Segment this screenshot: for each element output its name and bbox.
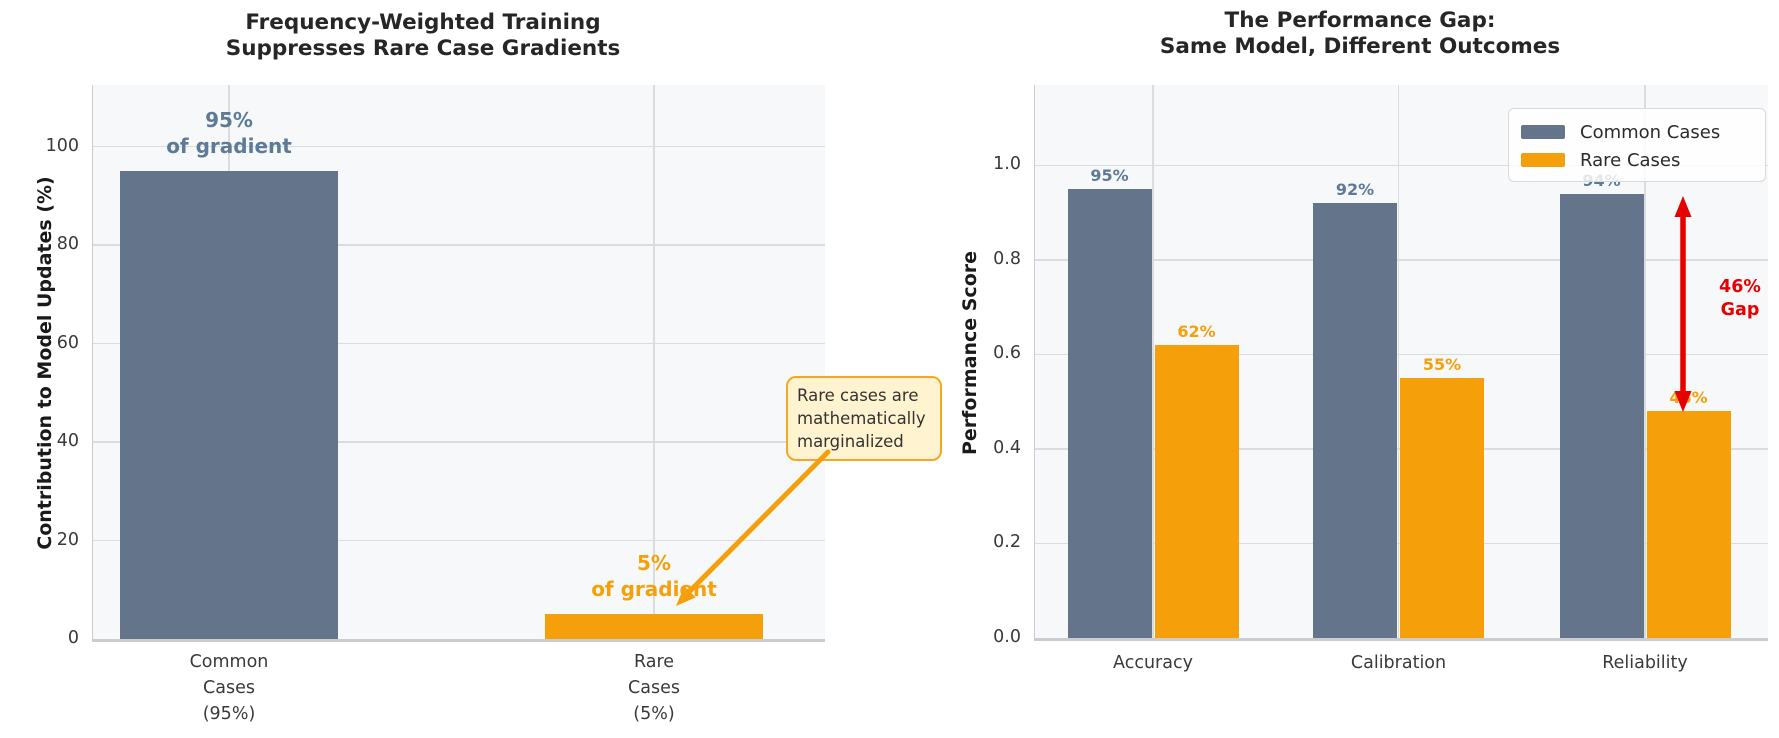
- legend-item-common-cases: Common Cases: [1521, 118, 1753, 146]
- y-tick-label: 20: [56, 529, 79, 550]
- bar: [1154, 344, 1239, 638]
- legend: Common Cases Rare Cases: [1508, 108, 1766, 182]
- gridline-h: [93, 441, 825, 443]
- gridline-h: [93, 145, 825, 148]
- y-tick-label: 40: [56, 431, 79, 452]
- left-y-axis-label: Contribution to Model Updates (%): [34, 176, 56, 550]
- bottom-axis-spine: [1033, 638, 1768, 641]
- x-tick-label: Common Cases (95%): [189, 652, 269, 724]
- y-tick-label: 0.0: [993, 627, 1021, 647]
- bar-value-label: 95% of gradient: [166, 108, 292, 159]
- left-axis-spine: [1033, 85, 1035, 638]
- right-y-axis-label: Performance Score: [959, 250, 981, 456]
- y-tick-label: 0.8: [993, 248, 1021, 269]
- gridline-h: [93, 539, 825, 542]
- x-tick-label: Accuracy: [1113, 653, 1193, 673]
- gridline-h: [1035, 353, 1768, 356]
- legend-item-rare-cases: Rare Cases: [1521, 146, 1753, 174]
- callout-box: Rare cases are mathematically marginaliz…: [786, 376, 942, 461]
- x-tick-label: Rare Cases (5%): [628, 652, 680, 724]
- y-tick-label: 60: [56, 332, 79, 353]
- bar: [120, 171, 338, 639]
- bar: [1559, 193, 1644, 638]
- right-chart-title: The Performance Gap: Same Model, Differe…: [1159, 8, 1561, 59]
- gridline-h: [93, 342, 825, 345]
- gridline-h: [1035, 259, 1768, 261]
- gridline-v: [1397, 85, 1400, 638]
- gridline-v: [1152, 85, 1154, 638]
- bar-value-label: 5% of gradient: [591, 551, 717, 602]
- legend-label-rare-cases: Rare Cases: [1580, 149, 1681, 171]
- y-tick-label: 0.4: [993, 437, 1021, 458]
- y-tick-label: 0.2: [993, 532, 1021, 553]
- bar: [1313, 203, 1397, 638]
- legend-swatch-rare-cases: [1521, 153, 1565, 167]
- y-tick-label: 0.6: [993, 343, 1021, 364]
- x-tick-label: Reliability: [1602, 653, 1688, 673]
- gridline-h: [1035, 164, 1768, 167]
- left-chart-title: Frequency-Weighted Training Suppresses R…: [225, 10, 621, 61]
- gap-annotation-label: 46% Gap: [1719, 277, 1761, 320]
- bar-value-label: 92%: [1335, 180, 1375, 200]
- bottom-axis-spine: [91, 639, 825, 642]
- gridline-h: [93, 244, 825, 246]
- y-tick-label: 1.0: [993, 154, 1021, 175]
- bar: [545, 614, 763, 639]
- y-tick-label: 80: [56, 234, 79, 255]
- bar: [1646, 411, 1731, 638]
- bar-value-label: 48%: [1669, 388, 1708, 408]
- bar: [1067, 188, 1152, 638]
- x-tick-label: Calibration: [1350, 653, 1447, 673]
- gridline-v: [653, 85, 655, 639]
- gridline-v: [1644, 85, 1646, 638]
- y-tick-label: 0: [67, 628, 79, 648]
- bar-value-label: 55%: [1422, 355, 1462, 375]
- bar: [1400, 378, 1484, 638]
- bar-value-label: 95%: [1090, 165, 1129, 185]
- left-axis-spine: [91, 85, 93, 639]
- legend-label-common-cases: Common Cases: [1580, 121, 1721, 143]
- y-tick-label: 100: [45, 135, 79, 156]
- bar-value-label: 62%: [1177, 321, 1216, 341]
- legend-swatch-common-cases: [1521, 125, 1565, 139]
